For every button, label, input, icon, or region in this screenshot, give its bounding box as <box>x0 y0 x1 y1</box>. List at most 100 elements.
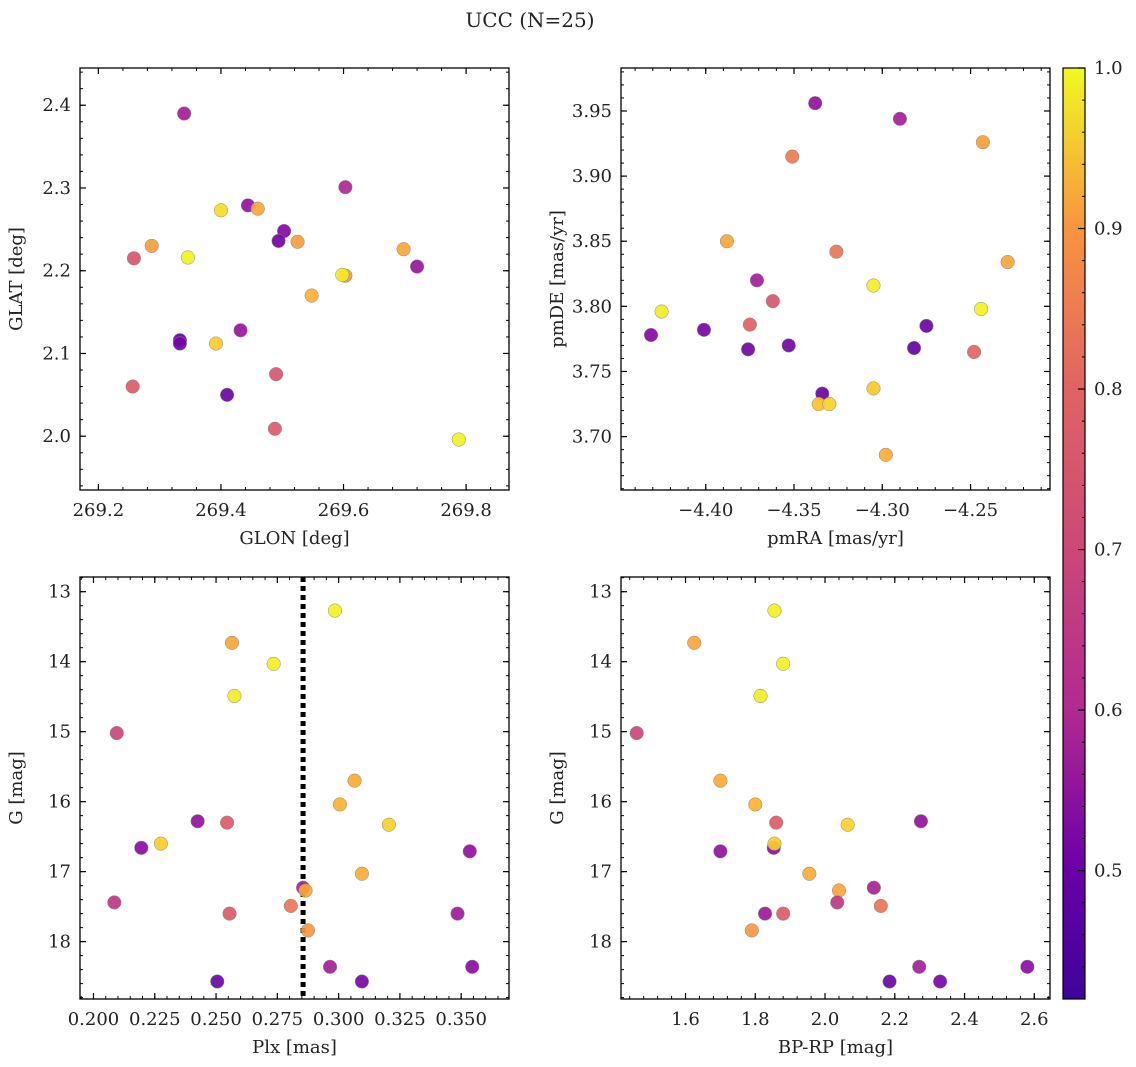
data-point <box>882 974 897 989</box>
data-point <box>190 814 205 829</box>
data-point <box>109 726 124 741</box>
data-point <box>298 883 313 898</box>
y-tick-label: 18 <box>589 932 612 953</box>
data-point <box>767 603 782 618</box>
data-point <box>332 797 347 812</box>
data-point <box>172 336 187 351</box>
data-point <box>134 840 149 855</box>
y-axis-label: G [mag] <box>6 751 27 824</box>
data-point <box>227 688 242 704</box>
x-tick-label: 2.0 <box>811 1009 840 1030</box>
data-point <box>654 304 669 319</box>
y-tick-label: 3.75 <box>572 361 612 382</box>
figure-title: UCC (N=25) <box>465 8 594 32</box>
data-point <box>919 318 934 333</box>
axes-frame <box>620 67 1051 491</box>
colorbar-tick-label: 0.8 <box>1094 379 1123 400</box>
x-tick-label: 0.250 <box>190 1009 242 1030</box>
y-tick-label: 3.70 <box>572 427 612 448</box>
x-tick-label: −4.30 <box>855 500 910 521</box>
y-tick-label: 13 <box>589 582 612 603</box>
data-point <box>757 906 773 921</box>
data-point <box>177 106 192 121</box>
y-tick-label: 2.2 <box>42 261 71 282</box>
data-point <box>830 895 845 910</box>
data-point <box>354 974 369 989</box>
data-point <box>209 336 224 351</box>
y-tick-label: 14 <box>48 652 71 673</box>
y-tick-label: 2.3 <box>42 178 71 199</box>
x-tick-label: 0.275 <box>252 1009 304 1030</box>
colorbar: 0.5 0.6 0.7 0.8 0.9 1.0 <box>1062 58 1123 1000</box>
y-tick-label: 17 <box>48 862 71 883</box>
data-point <box>643 327 659 343</box>
axes-frame <box>620 576 1051 1000</box>
y-tick-label: 3.95 <box>572 101 612 122</box>
data-point <box>266 656 281 671</box>
data-point <box>765 294 780 309</box>
y-tick-label: 3.90 <box>572 166 612 187</box>
y-tick-label: 3.80 <box>572 296 612 317</box>
y-tick-label: 18 <box>48 932 71 953</box>
data-point <box>629 726 644 741</box>
data-point <box>107 895 122 910</box>
data-point <box>822 396 837 412</box>
data-point <box>975 135 990 150</box>
y-tick-label: 15 <box>589 722 612 743</box>
axes-frame <box>79 67 510 491</box>
data-point <box>354 866 369 881</box>
data-point <box>878 447 893 462</box>
data-point <box>748 797 763 812</box>
data-point <box>210 974 225 989</box>
data-point <box>696 322 712 337</box>
x-tick-label: 2.4 <box>950 1009 979 1030</box>
x-axis-label: BP-RP [mag] <box>778 1037 893 1058</box>
x-tick-label: 2.6 <box>1020 1009 1049 1030</box>
data-point <box>381 817 396 832</box>
data-point <box>213 203 229 218</box>
data-point <box>776 656 791 671</box>
data-point <box>180 250 195 265</box>
data-point <box>785 149 800 164</box>
data-point <box>125 379 140 394</box>
y-tick-label: 17 <box>589 862 612 883</box>
data-point <box>974 301 989 317</box>
y-tick-label: 2.4 <box>42 95 71 116</box>
panel-3: 0.200 0.225 0.250 0.275 0.300 0.325 0.350 13 14 1… <box>6 576 510 1058</box>
colorbar-tick-label: 0.6 <box>1094 700 1123 721</box>
y-axis-label: GLAT [deg] <box>6 227 27 331</box>
x-axis-label: Plx [mas] <box>252 1037 337 1058</box>
axes-frame <box>79 576 510 1000</box>
x-tick-label: 1.6 <box>671 1009 700 1030</box>
data-point <box>396 242 411 257</box>
data-point <box>450 906 465 921</box>
data-point <box>802 866 817 881</box>
y-tick-label: 13 <box>48 582 71 603</box>
y-axis-label: G [mag] <box>547 751 568 824</box>
x-tick-label: 0.300 <box>313 1009 365 1030</box>
colorbar-gradient <box>1062 67 1086 1000</box>
data-point <box>222 906 237 921</box>
x-tick-label: 0.325 <box>374 1009 426 1030</box>
data-point <box>913 814 929 829</box>
data-point <box>451 432 466 447</box>
x-tick-label: 0.350 <box>435 1009 487 1030</box>
x-tick-label: 269.4 <box>195 500 247 521</box>
colorbar-tick-label: 1.0 <box>1094 58 1123 79</box>
y-tick-label: 2.1 <box>42 343 71 364</box>
colorbar-tick-label: 0.9 <box>1094 219 1123 240</box>
x-tick-label: 269.2 <box>73 500 125 521</box>
data-point <box>327 603 342 618</box>
data-point <box>741 342 756 357</box>
colorbar-tick-label: 0.7 <box>1094 540 1123 561</box>
y-tick-label: 16 <box>589 792 612 813</box>
y-axis-label: pmDE [mas/yr] <box>547 210 568 348</box>
data-point <box>250 201 265 216</box>
y-tick-label: 2.0 <box>42 426 71 447</box>
data-point <box>465 959 480 974</box>
x-axis-label: pmRA [mas/yr] <box>767 528 904 549</box>
panel-2: −4.40 −4.35 −4.30 −4.25 3.70 3.75 3.80 3.85 3.90… <box>547 67 1051 549</box>
x-tick-label: 2.2 <box>880 1009 909 1030</box>
y-tick-label: 3.85 <box>572 231 612 252</box>
